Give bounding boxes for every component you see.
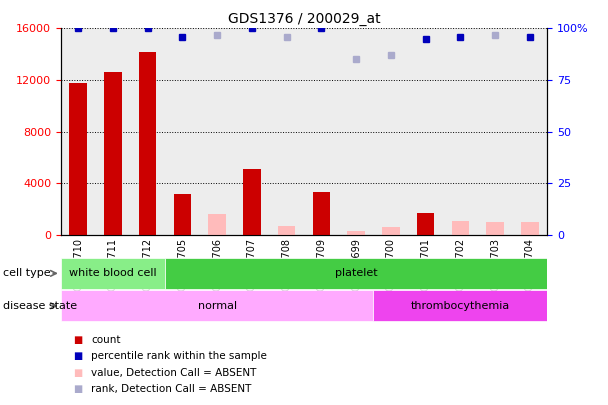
Bar	[69, 83, 87, 235]
Text: cell type: cell type	[3, 269, 50, 278]
Text: ■: ■	[73, 352, 82, 361]
Bar	[165, 258, 547, 289]
Text: percentile rank within the sample: percentile rank within the sample	[91, 352, 267, 361]
Bar	[165, 28, 200, 235]
Text: white blood cell: white blood cell	[69, 269, 157, 278]
Text: normal: normal	[198, 301, 237, 311]
Bar	[339, 28, 373, 235]
Bar	[139, 51, 156, 235]
Bar	[486, 222, 504, 235]
Bar	[373, 290, 547, 321]
Bar	[521, 222, 539, 235]
Text: ■: ■	[73, 335, 82, 345]
Bar	[443, 28, 478, 235]
Bar	[408, 28, 443, 235]
Text: count: count	[91, 335, 121, 345]
Bar	[417, 213, 434, 235]
Text: ■: ■	[73, 368, 82, 377]
Bar	[95, 28, 130, 235]
Text: thrombocythemia: thrombocythemia	[411, 301, 510, 311]
Bar	[61, 290, 373, 321]
Bar	[209, 214, 226, 235]
Bar	[243, 169, 261, 235]
Text: ■: ■	[73, 384, 82, 394]
Text: rank, Detection Call = ABSENT: rank, Detection Call = ABSENT	[91, 384, 252, 394]
Bar	[452, 221, 469, 235]
Bar	[61, 258, 165, 289]
Bar	[513, 28, 547, 235]
Bar	[313, 192, 330, 235]
Text: value, Detection Call = ABSENT: value, Detection Call = ABSENT	[91, 368, 257, 377]
Bar	[61, 28, 95, 235]
Bar	[269, 28, 304, 235]
Bar	[478, 28, 513, 235]
Bar	[174, 194, 191, 235]
Bar	[200, 28, 235, 235]
Bar	[304, 28, 339, 235]
Bar	[278, 226, 295, 235]
Bar	[373, 28, 408, 235]
Bar	[382, 227, 399, 235]
Text: disease state: disease state	[3, 301, 77, 311]
Text: platelet: platelet	[335, 269, 378, 278]
Title: GDS1376 / 200029_at: GDS1376 / 200029_at	[227, 12, 381, 26]
Bar	[104, 72, 122, 235]
Bar	[130, 28, 165, 235]
Bar	[347, 231, 365, 235]
Bar	[235, 28, 269, 235]
